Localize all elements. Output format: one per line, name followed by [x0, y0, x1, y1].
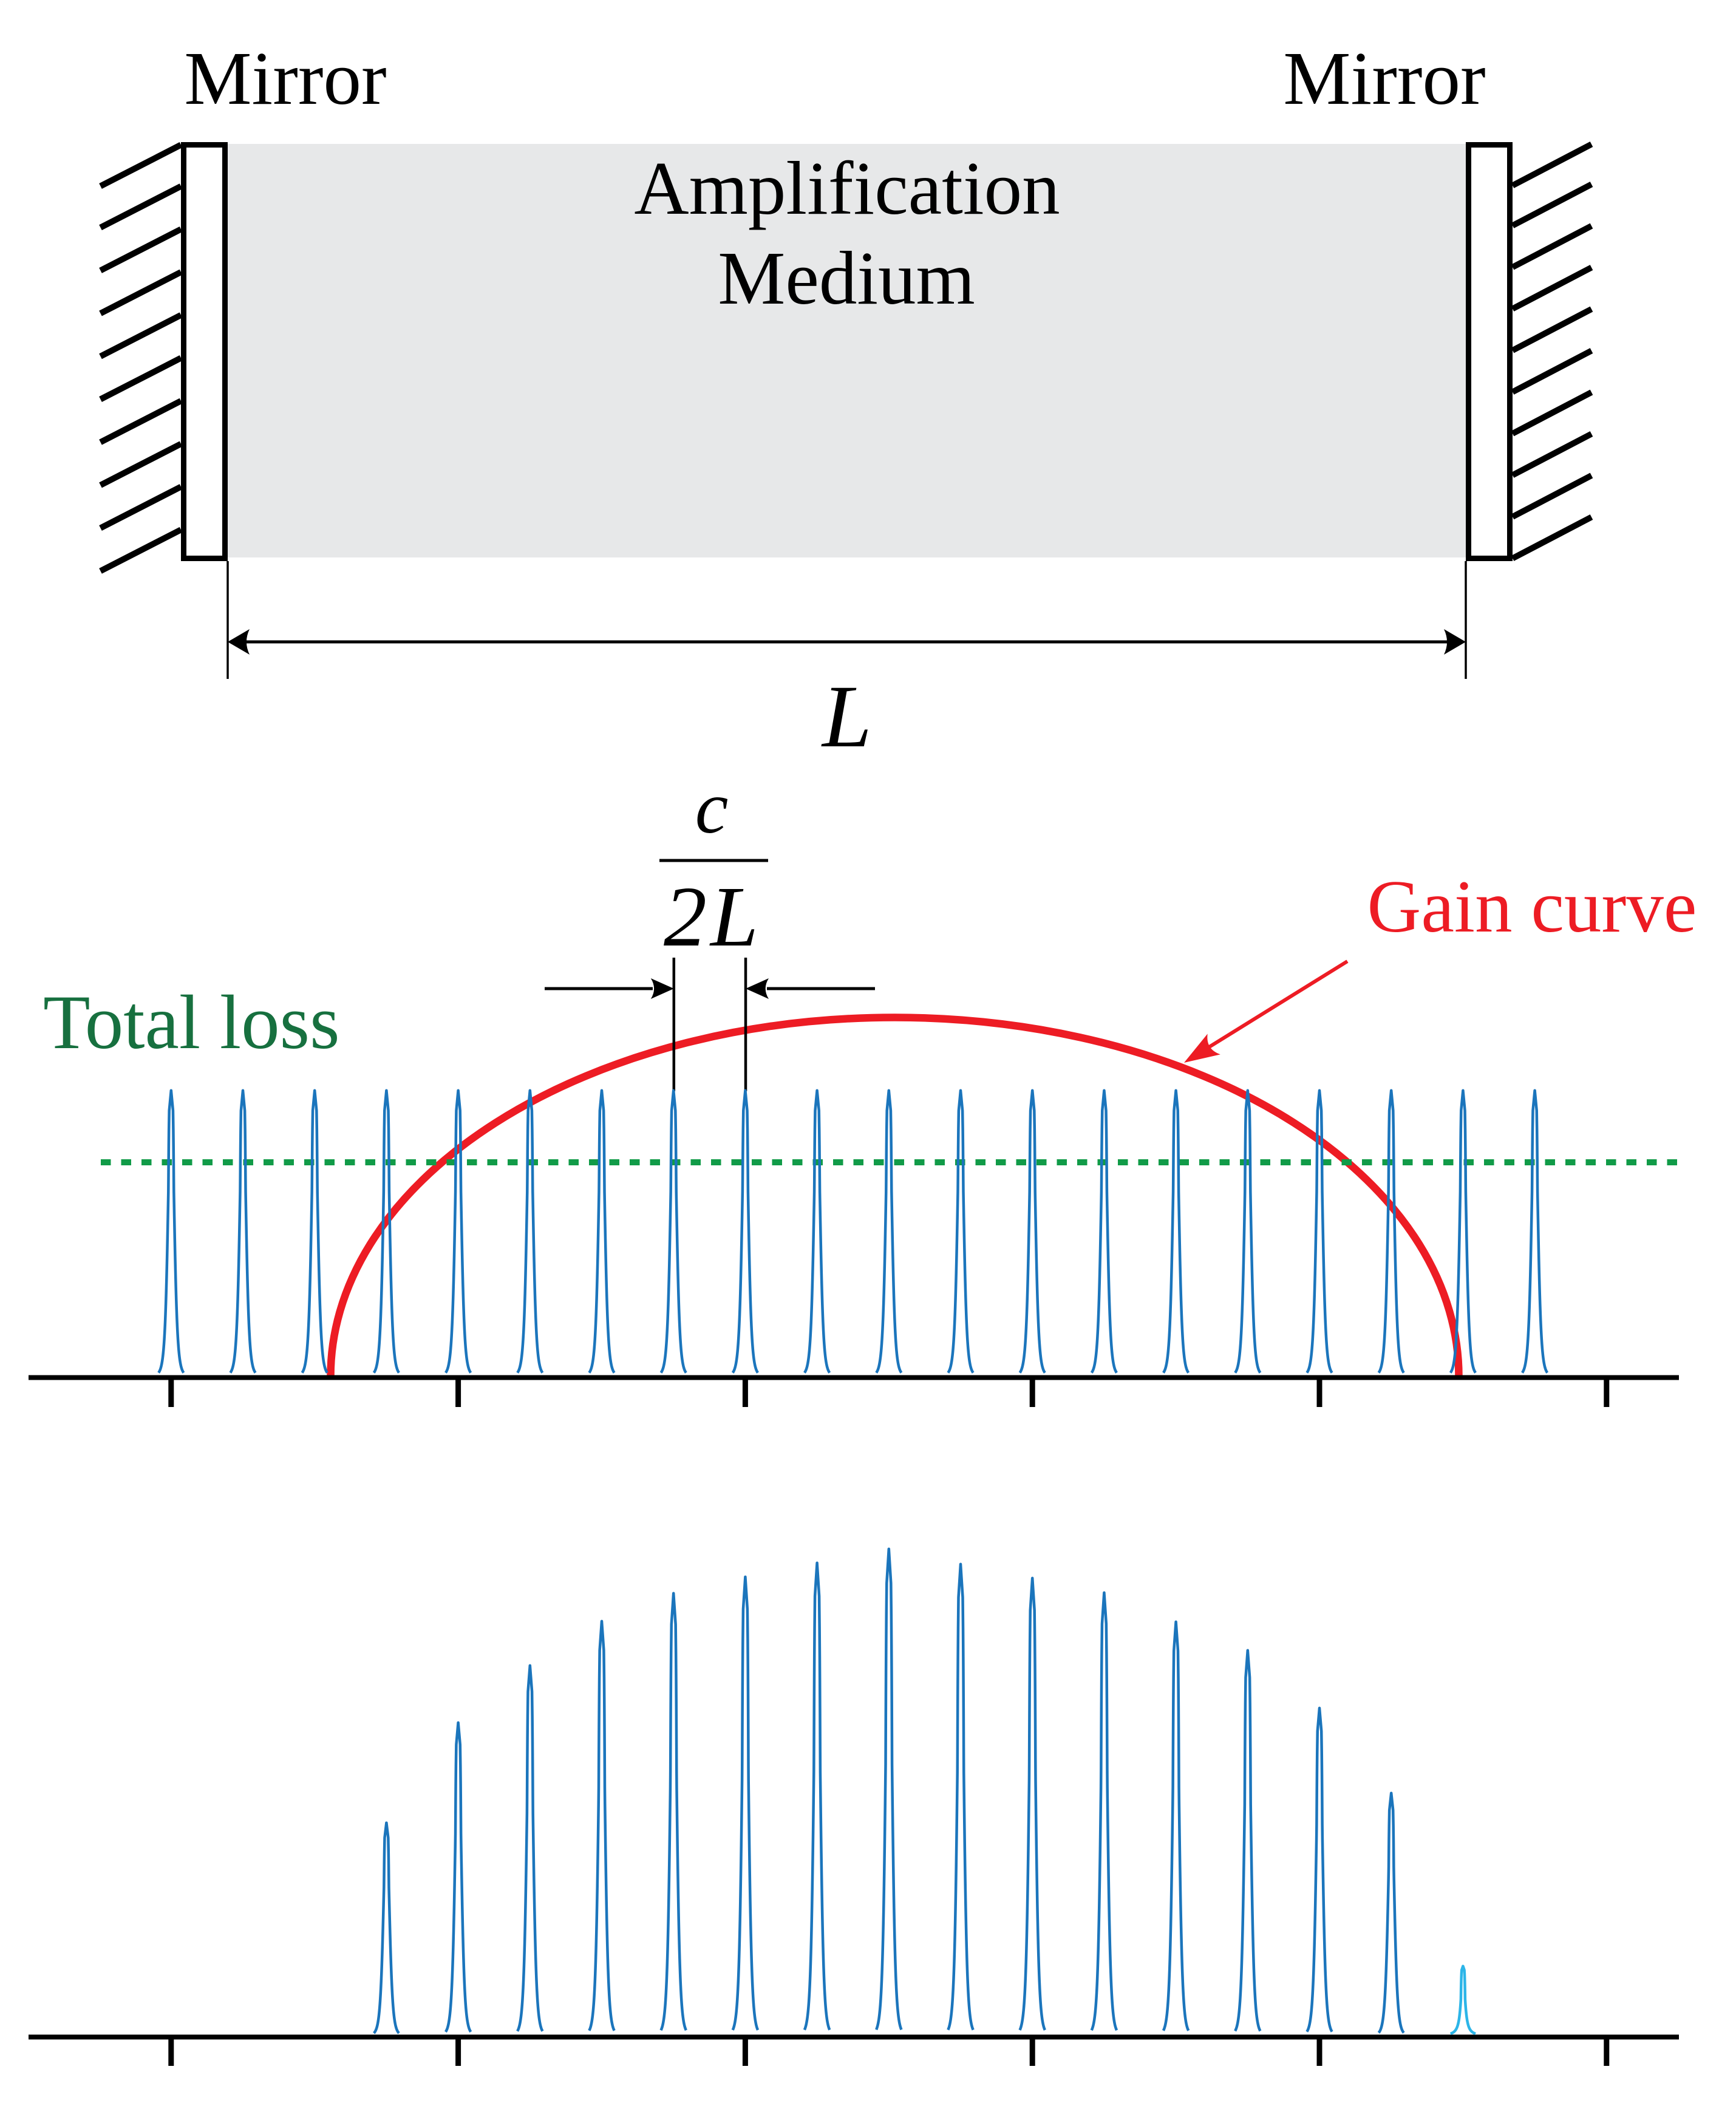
svg-text:Gain curve: Gain curve [1367, 865, 1697, 948]
svg-text:Mirror: Mirror [1283, 37, 1485, 121]
svg-text:c: c [695, 766, 729, 849]
svg-text:L: L [821, 667, 872, 766]
svg-text:Total loss: Total loss [43, 980, 340, 1065]
svg-text:2L: 2L [664, 868, 762, 964]
svg-text:Mirror: Mirror [184, 37, 386, 121]
svg-text:Amplification: Amplification [634, 147, 1060, 231]
svg-text:Medium: Medium [718, 237, 975, 321]
